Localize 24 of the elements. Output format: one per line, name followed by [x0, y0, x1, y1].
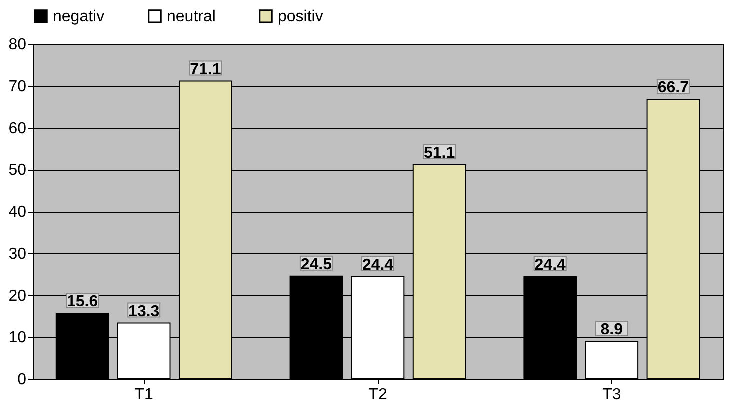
y-tick-label: 40: [8, 204, 27, 221]
y-tick-label: 30: [8, 246, 27, 263]
data-label: 24.5: [300, 256, 332, 274]
x-tick-label: T3: [602, 386, 622, 404]
y-tick-label: 70: [8, 78, 27, 96]
y-tick-label: 10: [8, 330, 27, 347]
y-tick-label: 20: [8, 288, 27, 305]
data-label: 71.1: [190, 61, 222, 78]
y-tick-label: 50: [8, 162, 27, 180]
data-label: 13.3: [128, 303, 160, 320]
y-tick-label: 60: [8, 120, 27, 138]
data-label: 8.9: [600, 322, 624, 339]
data-label: 24.4: [534, 256, 566, 274]
y-tick-label: 0: [18, 372, 27, 388]
y-tick-label: 80: [8, 36, 27, 54]
x-tick-label: T2: [368, 386, 388, 404]
legend-label: negativ: [53, 8, 105, 26]
data-label: 15.6: [66, 294, 98, 311]
data-label: 66.7: [658, 80, 690, 97]
legend-label: positiv: [278, 8, 324, 26]
data-label: 51.1: [424, 145, 456, 162]
data-label: 24.4: [362, 256, 394, 274]
legend-label: neutral: [167, 8, 216, 26]
x-tick-label: T1: [134, 386, 154, 404]
